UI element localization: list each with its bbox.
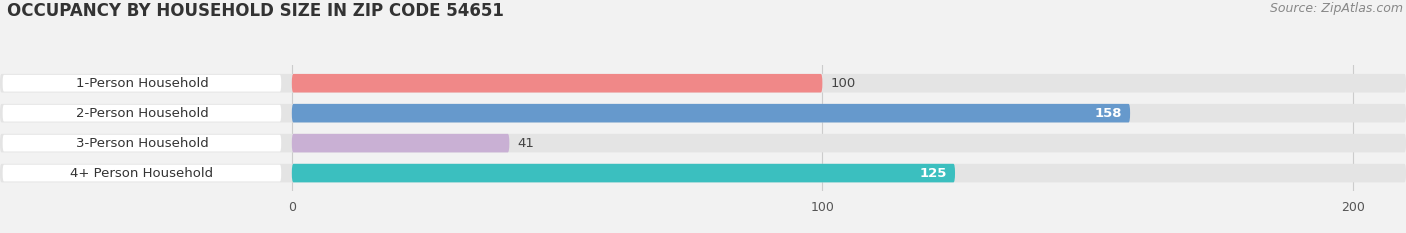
FancyBboxPatch shape	[0, 134, 1406, 152]
FancyBboxPatch shape	[292, 164, 955, 182]
Text: 2-Person Household: 2-Person Household	[76, 107, 208, 120]
FancyBboxPatch shape	[292, 104, 1130, 123]
Text: OCCUPANCY BY HOUSEHOLD SIZE IN ZIP CODE 54651: OCCUPANCY BY HOUSEHOLD SIZE IN ZIP CODE …	[7, 2, 503, 20]
Text: Source: ZipAtlas.com: Source: ZipAtlas.com	[1270, 2, 1403, 15]
Text: 158: 158	[1095, 107, 1122, 120]
FancyBboxPatch shape	[292, 74, 823, 93]
Text: 100: 100	[831, 77, 856, 90]
FancyBboxPatch shape	[0, 74, 1406, 93]
FancyBboxPatch shape	[0, 104, 1406, 123]
FancyBboxPatch shape	[3, 75, 281, 92]
Text: 4+ Person Household: 4+ Person Household	[70, 167, 214, 180]
FancyBboxPatch shape	[3, 165, 281, 182]
FancyBboxPatch shape	[3, 105, 281, 122]
Text: 125: 125	[920, 167, 948, 180]
FancyBboxPatch shape	[0, 164, 1406, 182]
Text: 41: 41	[517, 137, 534, 150]
Text: 3-Person Household: 3-Person Household	[76, 137, 208, 150]
Text: 1-Person Household: 1-Person Household	[76, 77, 208, 90]
FancyBboxPatch shape	[292, 134, 509, 152]
FancyBboxPatch shape	[3, 135, 281, 151]
